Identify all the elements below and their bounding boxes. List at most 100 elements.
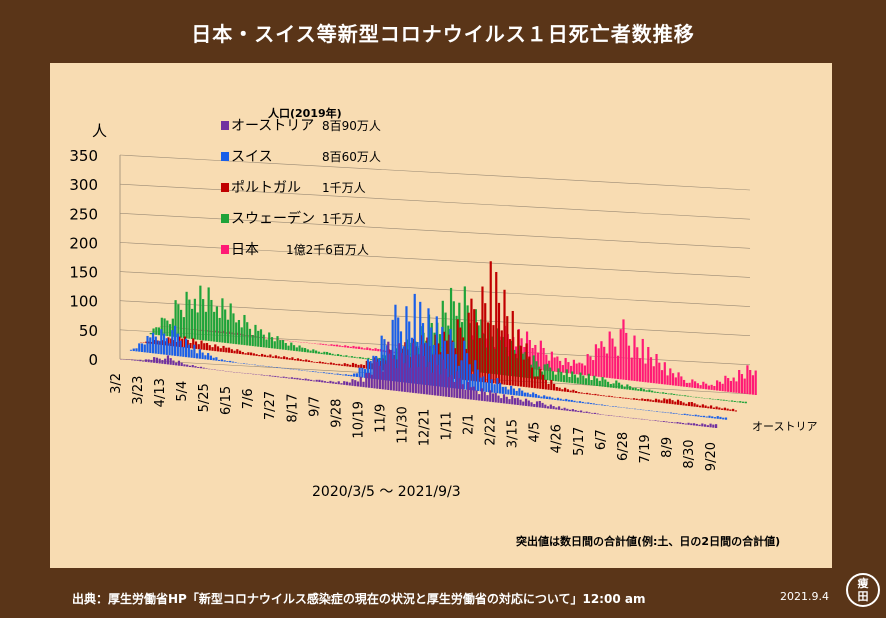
- bar-スイス: [223, 360, 226, 362]
- bar-オーストリア: [596, 413, 599, 415]
- bar-ポルトガル: [687, 402, 691, 407]
- bar-日本: [572, 359, 575, 374]
- bar-スウェーデン: [152, 328, 155, 335]
- bar-スイス: [482, 376, 485, 392]
- bar-ポルトガル: [630, 398, 633, 400]
- bar-スウェーデン: [546, 363, 549, 381]
- bar-スイス: [705, 416, 708, 418]
- bar-ポルトガル: [544, 379, 547, 390]
- bar-ポルトガル: [445, 340, 448, 378]
- bar-ポルトガル: [175, 341, 178, 347]
- bar-日本: [630, 357, 633, 381]
- bar-オーストリア: [307, 379, 310, 381]
- bar-日本: [649, 357, 653, 383]
- bar-スウェーデン: [235, 322, 238, 345]
- gridline: [119, 212, 751, 249]
- bar-オーストリア: [472, 386, 475, 400]
- bar-オーストリア: [544, 404, 547, 409]
- bar-スウェーデン: [629, 386, 632, 390]
- bar-スウェーデン: [557, 368, 560, 382]
- bar-スイス: [231, 361, 235, 363]
- bar-日本: [536, 352, 540, 370]
- bar-スイス: [518, 388, 521, 396]
- bar-オーストリア: [354, 380, 357, 387]
- bar-ポルトガル: [227, 347, 231, 353]
- bar-スイス: [449, 328, 452, 388]
- bar-スイス: [661, 411, 664, 413]
- legend-population: 1億2千6百万人: [286, 243, 369, 257]
- bar-日本: [710, 384, 713, 390]
- bar-日本: [743, 378, 746, 394]
- bar-スイス: [633, 408, 637, 410]
- x-tick-label: 4/5: [528, 422, 543, 443]
- x-tick-label: 8/17: [285, 393, 300, 422]
- bar-オーストリア: [577, 410, 580, 413]
- bar-日本: [600, 341, 603, 378]
- bar-ポルトガル: [676, 399, 680, 405]
- bar-スイス: [672, 412, 675, 414]
- bar-日本: [355, 346, 358, 349]
- bar-日本: [335, 344, 339, 347]
- bar-日本: [253, 335, 256, 337]
- bar-スイス: [317, 371, 320, 373]
- bar-スイス: [405, 306, 408, 383]
- bar-スウェーデン: [160, 317, 163, 336]
- bar-スウェーデン: [637, 389, 640, 391]
- bar-スイス: [209, 355, 212, 361]
- bar-ポルトガル: [654, 398, 658, 403]
- bar-日本: [247, 335, 250, 337]
- bar-オーストリア: [502, 394, 506, 404]
- bar-日本: [592, 360, 595, 377]
- bar-ポルトガル: [530, 367, 534, 388]
- bar-スイス: [702, 415, 706, 418]
- bar-ポルトガル: [219, 348, 222, 352]
- bar-スウェーデン: [562, 375, 566, 383]
- bar-スイス: [229, 360, 232, 363]
- bar-ポルトガル: [316, 362, 319, 363]
- bar-スウェーデン: [196, 312, 199, 340]
- bar-ポルトガル: [726, 408, 729, 411]
- bar-オーストリア: [557, 406, 561, 410]
- bar-スウェーデン: [601, 377, 604, 387]
- bar-ポルトガル: [346, 363, 349, 367]
- bar-ポルトガル: [599, 395, 603, 396]
- bar-スウェーデン: [653, 391, 656, 393]
- bar-スウェーデン: [301, 347, 304, 352]
- bar-スイス: [325, 372, 328, 374]
- bar-スウェーデン: [224, 309, 227, 343]
- source-text: 出典：厚生労働省HP「新型コロナウイルス感染症の現在の状況と厚生労働省の対応につ…: [72, 592, 646, 606]
- bar-ポルトガル: [506, 316, 509, 385]
- bar-スウェーデン: [573, 374, 577, 384]
- bar-オーストリア: [400, 352, 404, 392]
- bar-日本: [674, 377, 677, 386]
- y-tick-labels: 0 50 100 150 200 250 300 350: [69, 147, 98, 369]
- bar-日本: [680, 376, 683, 387]
- bar-スウェーデン: [193, 298, 196, 340]
- bar-スウェーデン: [185, 291, 188, 339]
- bar-日本: [685, 382, 688, 388]
- bar-オーストリア: [186, 364, 189, 367]
- bar-日本: [366, 347, 369, 350]
- x-tick-label: 9/20: [704, 442, 719, 471]
- bar-オーストリア: [555, 407, 558, 410]
- bar-スイス: [322, 372, 325, 374]
- bar-ポルトガル: [522, 359, 525, 387]
- x-tick-label: 8/30: [682, 439, 697, 468]
- bar-ポルトガル: [547, 383, 550, 390]
- bar-日本: [214, 330, 217, 333]
- bar-ポルトガル: [564, 387, 567, 392]
- bar-スイス: [355, 373, 358, 377]
- bar-オーストリア: [392, 358, 395, 391]
- y-tick-label: 200: [69, 234, 98, 252]
- x-tick-label: 7/27: [263, 391, 278, 420]
- bar-オーストリア: [662, 421, 665, 422]
- bar-オーストリア: [698, 424, 701, 427]
- bar-スイス: [234, 362, 237, 363]
- bar-スイス: [504, 386, 507, 395]
- bar-オーストリア: [494, 392, 497, 403]
- bar-スイス: [556, 397, 560, 401]
- bar-ポルトガル: [197, 344, 200, 350]
- bar-ポルトガル: [266, 355, 269, 358]
- x-tick-label: 9/28: [329, 399, 344, 428]
- bar-スウェーデン: [535, 361, 538, 379]
